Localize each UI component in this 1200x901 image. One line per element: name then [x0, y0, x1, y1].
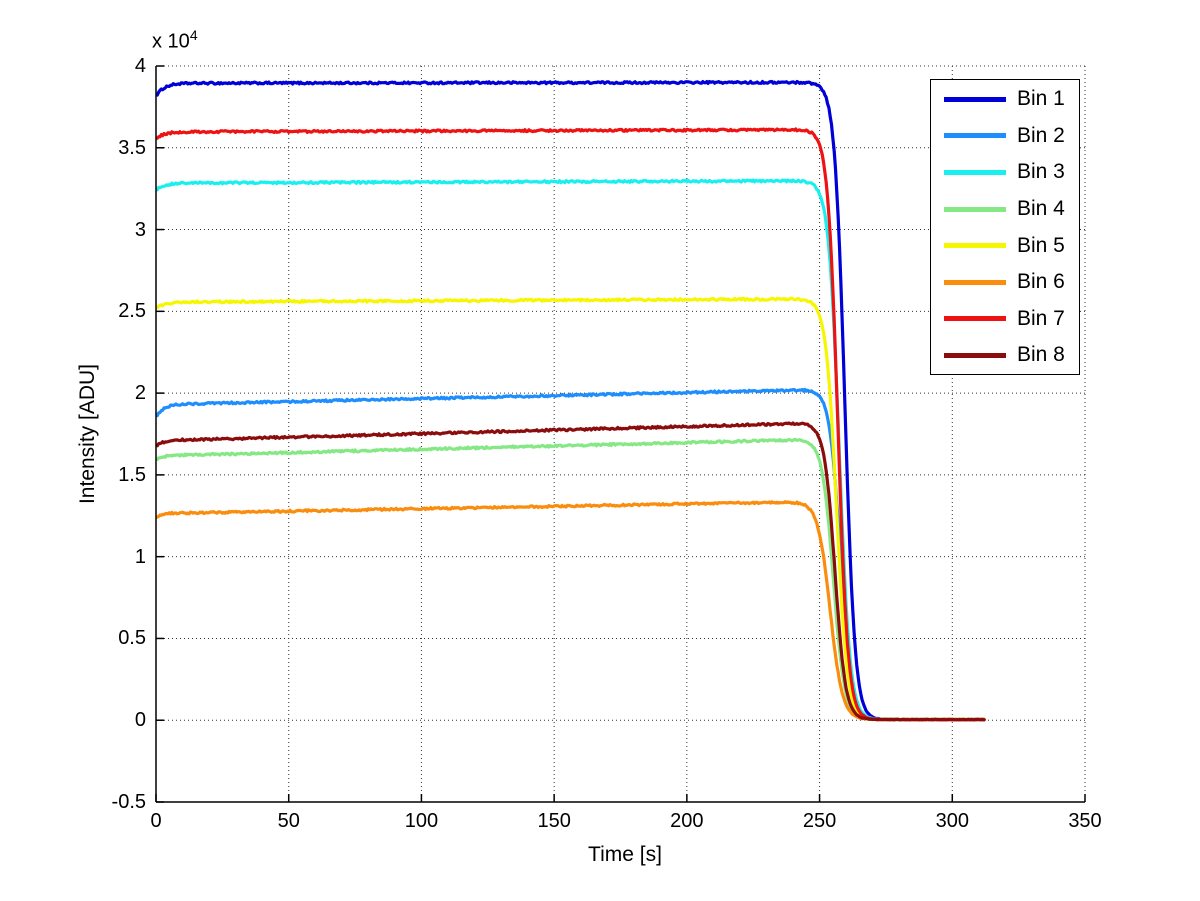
y-tick-label-2p5: 2.5	[118, 300, 146, 323]
legend-label: Bin 2	[1017, 123, 1065, 147]
y-tick-label-1p5: 1.5	[118, 463, 146, 486]
y-exponent-power: 4	[189, 27, 198, 43]
x-tick-label-0: 0	[150, 810, 162, 832]
legend-entry-bin-3: Bin 3	[931, 154, 1079, 191]
y-tick-label-4: 4	[134, 55, 146, 77]
legend-label: Bin 7	[1017, 306, 1065, 330]
legend-swatch	[944, 243, 1006, 249]
series-bin-4	[155, 437, 986, 722]
x-tick-label-200: 200	[670, 810, 704, 832]
x-tick-label-150: 150	[537, 810, 571, 832]
legend-entry-bin-8: Bin 8	[931, 337, 1079, 374]
legend-swatch	[944, 279, 1006, 285]
y-axis-exponent-label: x 104	[152, 27, 198, 54]
legend-label: Bin 8	[1017, 343, 1065, 367]
y-tick-label-3: 3	[134, 218, 146, 241]
legend-entry-bin-2: Bin 2	[931, 118, 1079, 155]
y-exponent-prefix: x 10	[152, 30, 190, 53]
legend-box: Bin 1 Bin 2 Bin 3 Bin 4 Bin 5 Bin 6 Bin 7 Bin 8	[930, 79, 1080, 375]
legend-swatch	[944, 169, 1006, 175]
legend-swatch	[944, 206, 1006, 212]
series-bin-1	[155, 79, 986, 722]
legend-swatch	[944, 96, 1006, 102]
x-axis-label: Time [s]	[588, 843, 662, 866]
legend-swatch	[944, 316, 1006, 322]
legend-entry-bin-1: Bin 1	[931, 81, 1079, 118]
series-bin-7	[155, 127, 986, 722]
legend-label: Bin 1	[1017, 87, 1065, 111]
legend-swatch	[944, 133, 1006, 139]
legend-entry-bin-7: Bin 7	[931, 301, 1079, 338]
legend-label: Bin 3	[1017, 160, 1065, 184]
y-tick-label-3p5: 3.5	[118, 136, 146, 159]
legend-label: Bin 4	[1017, 197, 1065, 221]
legend-entry-bin-5: Bin 5	[931, 227, 1079, 264]
series-bin-8	[155, 421, 986, 722]
y-tick-label-2: 2	[134, 382, 146, 405]
x-tick-label-50: 50	[277, 810, 300, 832]
y-tick-label-0: 0	[134, 709, 146, 732]
legend-label: Bin 5	[1017, 233, 1065, 257]
y-tick-label-0p5: 0.5	[118, 627, 146, 650]
legend-entry-bin-4: Bin 4	[931, 191, 1079, 228]
y-tick-label-1: 1	[134, 545, 146, 568]
series-bin-6	[155, 500, 986, 722]
x-tick-label-250: 250	[802, 810, 837, 832]
y-tick-label--0p5: -0.5	[111, 791, 146, 813]
series-bin-5	[155, 296, 986, 722]
legend-swatch	[944, 352, 1006, 358]
x-tick-label-300: 300	[935, 810, 969, 832]
legend-entry-bin-6: Bin 6	[931, 264, 1079, 301]
x-tick-label-350: 350	[1068, 810, 1102, 832]
x-tick-label-100: 100	[404, 810, 439, 832]
legend-label: Bin 6	[1017, 270, 1065, 294]
